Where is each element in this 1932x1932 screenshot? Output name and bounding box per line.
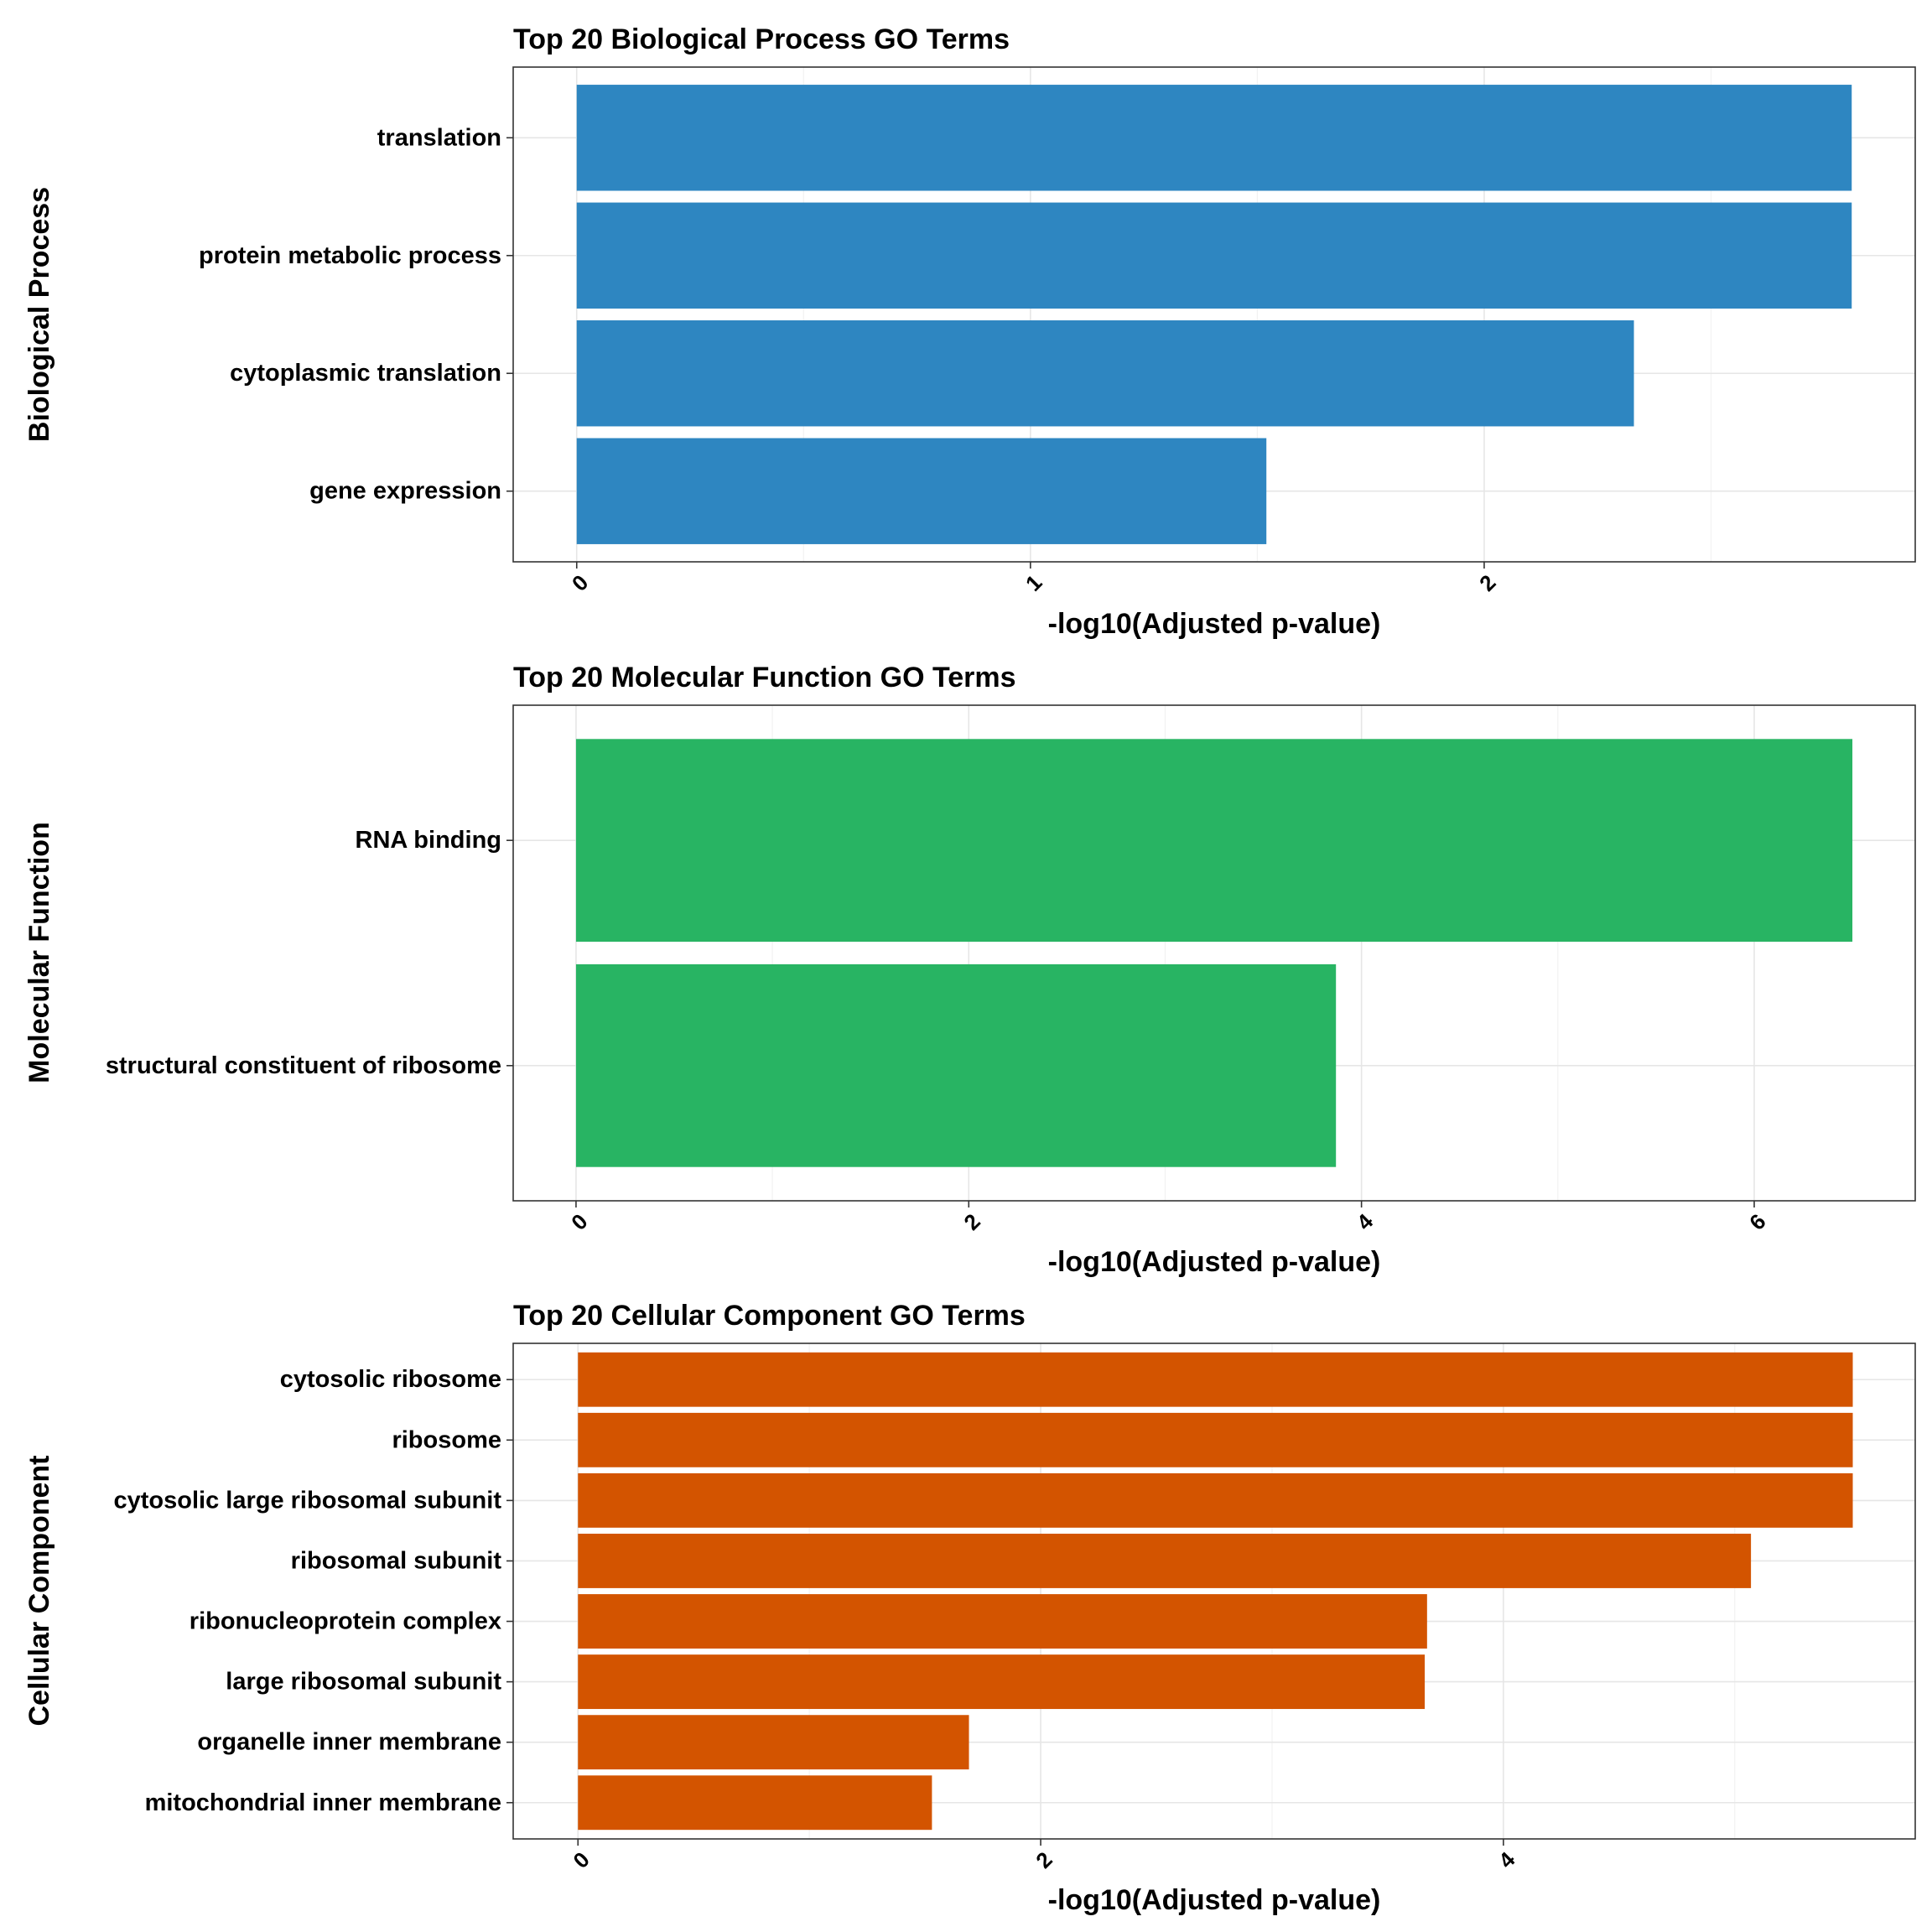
x-axis-label: -log10(Adjusted p-value) <box>1048 1246 1381 1278</box>
y-axis-label: Biological Process <box>23 187 55 442</box>
category-label: cytosolic large ribosomal subunit <box>114 1487 502 1514</box>
category-label: ribonucleoprotein complex <box>190 1608 501 1635</box>
panel-title: Top 20 Molecular Function GO Terms <box>513 662 1015 693</box>
bar-organelle-inner-membrane <box>578 1715 969 1770</box>
category-label: mitochondrial inner membrane <box>145 1789 501 1816</box>
category-label: protein metabolic process <box>199 242 501 269</box>
category-label: large ribosomal subunit <box>226 1669 501 1696</box>
panel-2: RNA binding structural constituent of rib… <box>23 662 1916 1278</box>
panel-title: Top 20 Cellular Component GO Terms <box>513 1300 1026 1332</box>
x-axis-label: -log10(Adjusted p-value) <box>1048 1884 1381 1916</box>
y-axis-label: Molecular Function <box>23 822 55 1083</box>
x-tick-label: 6 <box>1744 1208 1770 1234</box>
category-label: ribosomal subunit <box>291 1547 502 1574</box>
x-axis-label: -log10(Adjusted p-value) <box>1048 608 1381 640</box>
category-label: organelle inner membrane <box>197 1729 501 1756</box>
x-tick-label: 4 <box>1352 1208 1379 1235</box>
x-tick-label: 0 <box>566 1208 592 1234</box>
x-tick-label: 1 <box>1021 569 1046 595</box>
panel-border <box>512 1343 1916 1840</box>
x-tick-label: 2 <box>958 1208 984 1234</box>
x-tick-label: 2 <box>1031 1846 1057 1872</box>
category-label: ribosome <box>392 1426 501 1453</box>
panel-border <box>512 66 1916 563</box>
category-label: structural constituent of ribosome <box>106 1052 501 1079</box>
bar-cytoplasmic-translation <box>576 320 1634 427</box>
x-tick-label: 0 <box>567 569 593 595</box>
panel-3: cytosolic ribosome ribosome cytosolic larg… <box>23 1300 1916 1916</box>
panel-1: translation protein metabolic process cyto… <box>23 23 1916 640</box>
bar-ribosome <box>578 1412 1853 1467</box>
x-tick-label: 2 <box>1474 569 1500 595</box>
panel-title: Top 20 Biological Process GO Terms <box>513 23 1010 55</box>
panel-border <box>512 704 1916 1202</box>
bar-structural-constituent-of-ribosome <box>575 963 1337 1167</box>
category-label: RNA binding <box>356 827 502 854</box>
category-label: gene expression <box>309 478 501 505</box>
bar-ribosomal-subunit <box>578 1534 1752 1588</box>
bar-ribonucleoprotein-complex <box>578 1594 1427 1649</box>
category-label: translation <box>377 124 501 151</box>
bar-cytosolic-ribosome <box>578 1352 1853 1407</box>
bar-protein-metabolic-process <box>576 202 1852 309</box>
bar-mitochondrial-inner-membrane <box>578 1775 932 1831</box>
bar-translation <box>576 85 1852 191</box>
bar-large-ribosomal-subunit <box>578 1654 1426 1710</box>
category-label: cytosolic ribosome <box>280 1366 501 1393</box>
bar-rna-binding <box>575 739 1853 943</box>
y-axis-label: Cellular Component <box>23 1455 55 1726</box>
bar-cytosolic-large-ribosomal-subunit <box>578 1472 1853 1528</box>
x-tick-label: 4 <box>1493 1846 1520 1873</box>
category-label: cytoplasmic translation <box>230 360 501 387</box>
bar-gene-expression <box>576 438 1267 544</box>
x-tick-label: 0 <box>568 1846 594 1872</box>
